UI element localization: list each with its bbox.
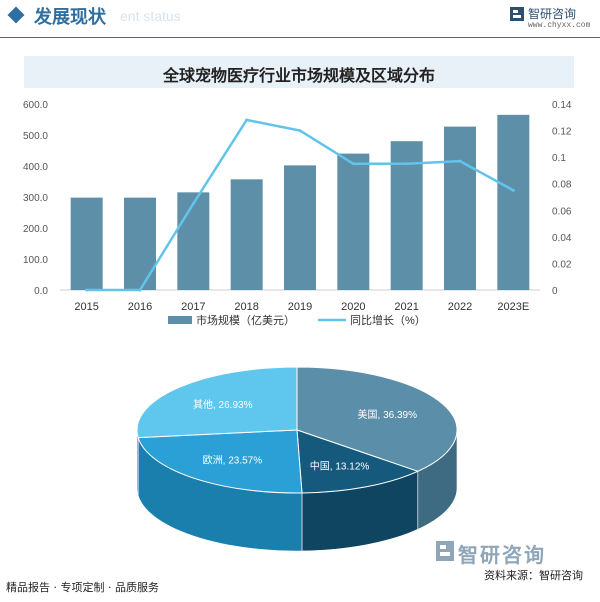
combo-chart: 0.0 100.0 200.0 300.0 400.0 500.0 600.0 0 0.02 0.…: [23, 100, 572, 327]
section-subtitle: ent status: [120, 8, 181, 24]
pie-slice: [137, 429, 303, 494]
diamond-icon: [7, 6, 25, 24]
y-right-tick-label: 0.08: [552, 180, 572, 191]
chart-title: 全球宠物医疗行业市场规模及区域分布: [162, 66, 435, 85]
brand-mark-icon: [436, 541, 454, 561]
pie-slice-label: 中国, 13.12%: [310, 459, 370, 472]
brand-mark-icon: [510, 7, 524, 21]
bar: [70, 197, 103, 290]
legend-label: 同比增长（%）: [350, 313, 426, 327]
chart-title-band: 全球宠物医疗行业市场规模及区域分布: [24, 56, 574, 88]
pie-slice-label: 欧洲, 23.57%: [203, 455, 263, 467]
growth-point: [458, 159, 462, 163]
y-left-tick-label: 100.0: [23, 255, 48, 266]
header-divider: [0, 37, 600, 38]
x-tick-label: 2017: [181, 301, 205, 313]
y-right-tick-label: 0.02: [552, 259, 572, 270]
bar: [230, 179, 263, 290]
pie-side-wall: [136, 430, 139, 496]
y-right-tick-label: 0.04: [552, 233, 572, 244]
brand-url: www.chyxx.com: [528, 21, 591, 30]
bar: [390, 141, 423, 290]
bar: [177, 192, 210, 290]
y-left-tick-label: 0.0: [34, 286, 48, 297]
y-right-tick-label: 0: [552, 286, 558, 297]
x-tick-label: 2021: [394, 301, 418, 313]
section-title: 发展现状: [34, 7, 106, 28]
x-tick-label: 2022: [448, 301, 472, 313]
growth-point: [298, 129, 302, 133]
growth-point: [511, 188, 515, 192]
bar: [497, 114, 530, 290]
x-tick-label: 2023E: [497, 301, 529, 313]
growth-point: [245, 118, 249, 122]
x-tick-label: 2020: [341, 301, 365, 313]
watermark-text: 智研咨询: [458, 543, 546, 567]
pie-slice: [136, 366, 298, 439]
x-tick-label: 2016: [128, 301, 152, 313]
x-tick-label: 2019: [288, 301, 312, 313]
x-tick-label: 2015: [74, 301, 98, 313]
growth-point: [85, 288, 89, 292]
pie-slice: [296, 366, 458, 472]
y-left-tick-label: 600.0: [23, 100, 48, 111]
bar: [124, 197, 156, 290]
source-note: 资料来源：智研咨询: [484, 569, 583, 582]
pie-slice-label: 美国, 36.39%: [358, 408, 418, 421]
y-left-tick-label: 300.0: [23, 193, 48, 204]
y-right-tick-label: 0.14: [552, 100, 572, 111]
bar: [337, 153, 370, 290]
y-right-tick-label: 0.12: [552, 127, 572, 138]
legend-label: 市场规模（亿美元）: [196, 313, 295, 327]
y-right-tick-label: 0.06: [552, 206, 572, 217]
y-right-tick-label: 0.1: [552, 153, 566, 164]
growth-point: [138, 288, 142, 292]
growth-point: [405, 162, 409, 166]
pie-slice-label: 其他, 26.93%: [193, 398, 253, 411]
legend-swatch-bar: [168, 316, 192, 324]
y-left-tick-label: 500.0: [23, 131, 48, 142]
bar: [444, 126, 476, 290]
bar: [284, 165, 316, 290]
page-header: 发展现状 ent status 智研咨询 www.chyxx.com: [0, 0, 600, 40]
pie-chart: 美国, 36.39% 中国, 13.12% 欧洲, 23.57% 其他, 26.93%: [136, 366, 458, 552]
x-tick-label: 2018: [234, 301, 258, 313]
growth-point: [191, 202, 195, 206]
brand-name: 智研咨询: [528, 7, 577, 21]
y-left-tick-label: 400.0: [23, 162, 48, 173]
footer-tagline: 精品报告 · 专项定制 · 品质服务: [6, 581, 159, 594]
growth-point: [351, 162, 355, 166]
y-left-tick-label: 200.0: [23, 224, 48, 235]
pie-slice: [296, 429, 420, 494]
